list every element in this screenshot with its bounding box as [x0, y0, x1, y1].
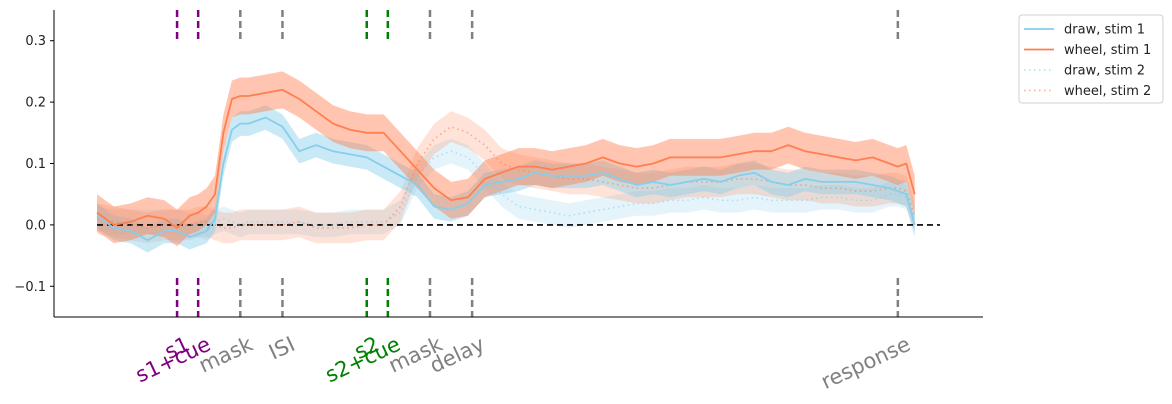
- legend-label-wheel-stim-2: wheel, stim 2: [1064, 84, 1151, 99]
- y-tick-label-4: 0.3: [25, 34, 46, 49]
- y-tick-label-1: 0.0: [25, 218, 46, 233]
- y-tick-label-0: −0.1: [14, 280, 46, 295]
- legend-box: [1018, 14, 1164, 104]
- line-draw-stim-1: [96, 116, 916, 242]
- legend-label-wheel-stim-1: wheel, stim 1: [1064, 43, 1151, 58]
- legend-label-draw-stim-1: draw, stim 1: [1064, 23, 1145, 38]
- error-bands: [97, 71, 915, 253]
- band-wheel-stim-2: [97, 111, 915, 244]
- band-draw-stim-1: [97, 105, 915, 253]
- band-wheel-stim-1: [97, 71, 915, 247]
- series-lines: [96, 88, 916, 242]
- event-markers: [175, 10, 900, 317]
- legend: draw, stim 1 wheel, stim 1 draw, stim 2 whe…: [1018, 14, 1164, 104]
- event-label-isi: ISI: [265, 332, 298, 365]
- legend-label-draw-stim-2: draw, stim 2: [1064, 64, 1145, 79]
- band-draw-stim-2: [97, 138, 915, 241]
- line-draw-stim-2: [96, 150, 916, 229]
- y-axis-ticks: −0.1 0.0 0.1 0.2 0.3: [14, 34, 54, 295]
- line-wheel-stim-1: [96, 88, 916, 229]
- line-wheel-stim-2: [96, 125, 916, 229]
- y-tick-label-2: 0.1: [25, 157, 46, 172]
- y-tick-label-3: 0.2: [25, 96, 46, 111]
- event-label-response: response: [817, 332, 914, 394]
